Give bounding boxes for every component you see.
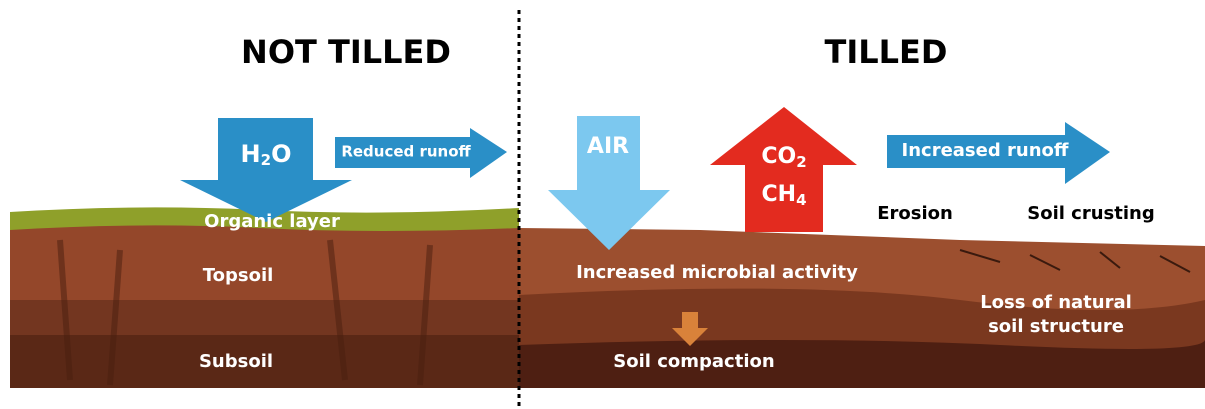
left-title: NOT TILLED [241, 33, 451, 71]
water-arrow: H2O [180, 118, 352, 222]
microbial-label: Increased microbial activity [576, 262, 858, 283]
reduced-runoff-label: Reduced runoff [341, 143, 471, 161]
increased-runoff-arrow: Increased runoff [887, 122, 1110, 184]
diagram: NOT TILLED TILLED H2O Reduced runoff AIR… [0, 0, 1205, 409]
gas-arrow: CO2 CH4 [710, 107, 857, 232]
layer-label: Subsoil [199, 351, 273, 372]
structure-label: soil structure [988, 316, 1124, 337]
erosion-label: Erosion [877, 203, 953, 224]
increased-runoff-label: Increased runoff [902, 140, 1069, 161]
layer-label: Organic layer [204, 211, 340, 232]
crusting-label: Soil crusting [1027, 203, 1155, 224]
right-title: TILLED [825, 33, 948, 71]
compaction-label: Soil compaction [613, 351, 774, 372]
structure-label: Loss of natural [980, 292, 1132, 313]
air-label: AIR [587, 134, 629, 159]
layer-label: Topsoil [203, 265, 274, 286]
reduced-runoff-arrow: Reduced runoff [335, 128, 507, 178]
